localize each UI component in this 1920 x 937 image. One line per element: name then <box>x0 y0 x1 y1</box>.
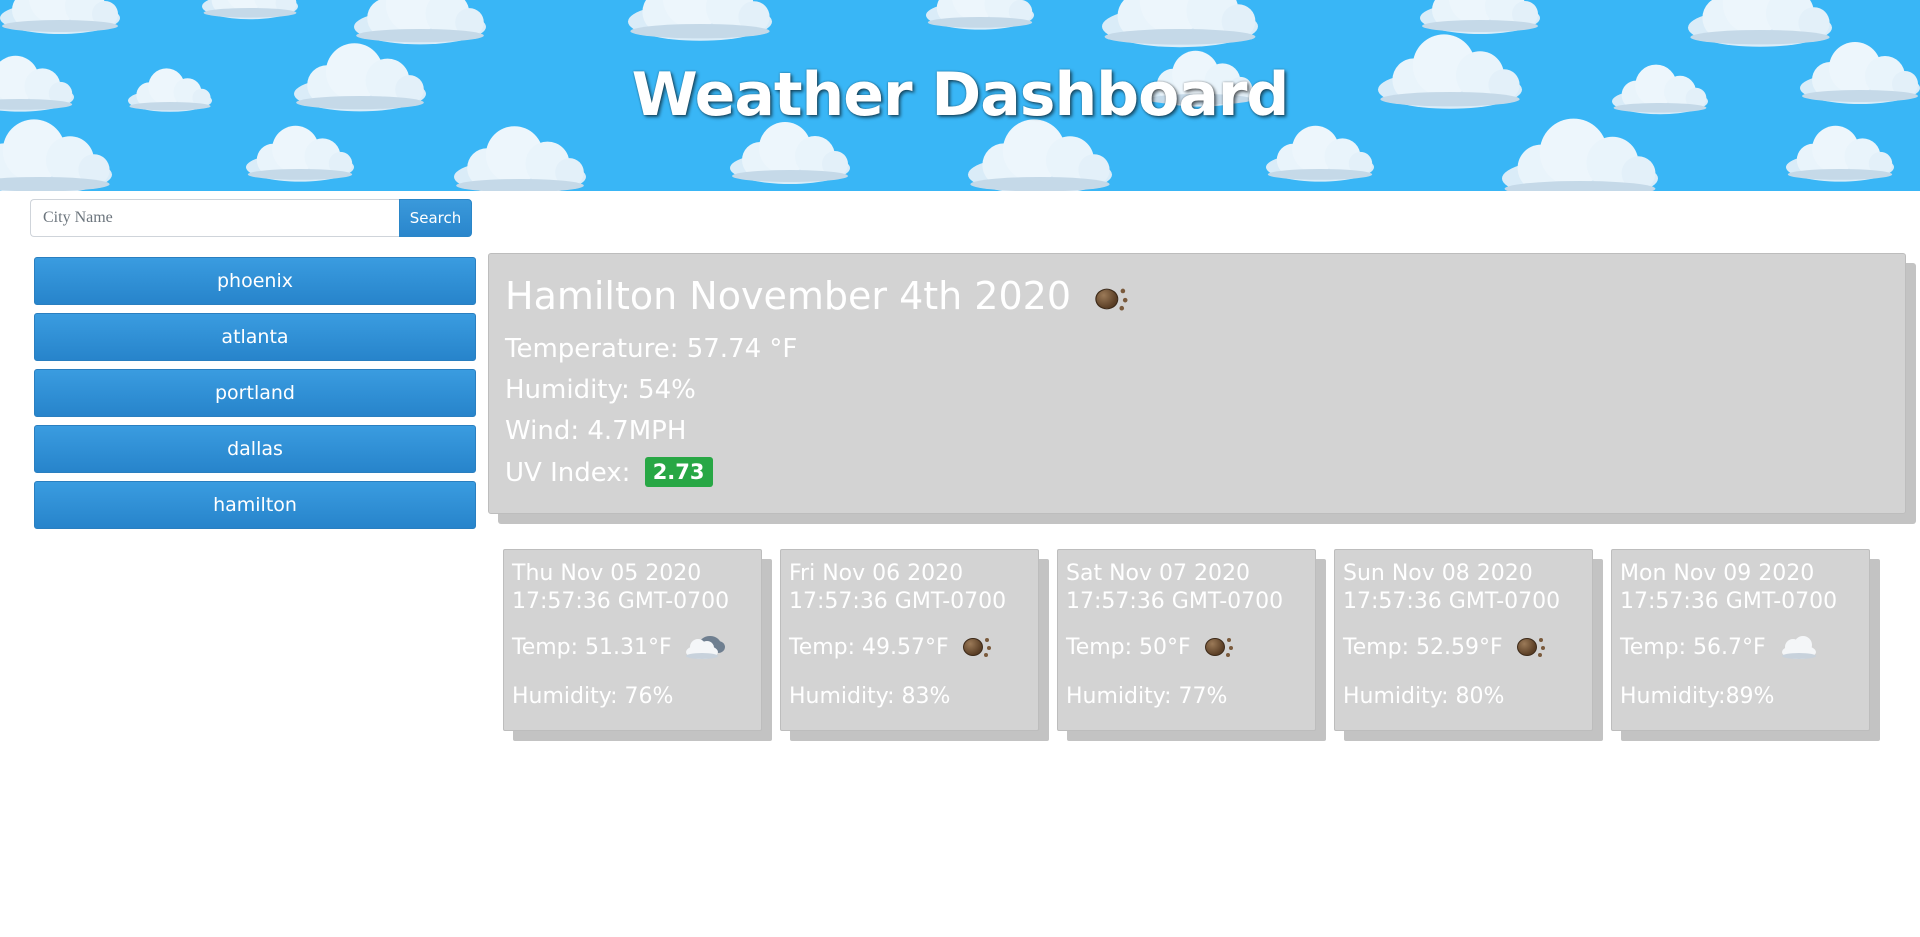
history-city-button[interactable]: dallas <box>34 425 476 473</box>
forecast-date: Sat Nov 07 2020 17:57:36 GMT-0700 <box>1066 561 1284 614</box>
uv-badge: 2.73 <box>644 457 713 487</box>
current-uv-index: UV Index: 2.73 <box>505 457 713 488</box>
search-button[interactable]: Search <box>399 199 472 237</box>
history-city-button[interactable]: atlanta <box>34 313 476 361</box>
current-weather-title: Hamilton November 4th 2020 <box>505 274 1128 318</box>
forecast-date: Thu Nov 05 2020 17:57:36 GMT-0700 <box>512 561 730 614</box>
forecast-temp-row: Temp: 56.7°F <box>1620 632 1861 662</box>
current-humidity: Humidity: 54% <box>505 375 696 405</box>
partly-cloudy-icon <box>685 636 725 659</box>
forecast-date: Sun Nov 08 2020 17:57:36 GMT-0700 <box>1343 561 1561 614</box>
current-temperature: Temperature: 57.74 °F <box>505 334 798 364</box>
forecast-temp: Temp: 52.59°F <box>1343 634 1503 660</box>
forecast-temp: Temp: 49.57°F <box>789 634 949 660</box>
forecast-humidity: Humidity: 83% <box>789 684 951 709</box>
forecast-card: Sun Nov 08 2020 17:57:36 GMT-0700 Temp: … <box>1334 549 1593 731</box>
rain-icon <box>961 634 993 660</box>
forecast-temp: Temp: 50°F <box>1066 634 1191 660</box>
forecast-humidity: Humidity: 80% <box>1343 684 1505 709</box>
search-history-list: phoenix atlanta portland dallas hamilton <box>34 257 476 537</box>
current-wind: Wind: 4.7MPH <box>505 416 687 446</box>
forecast-temp-row: Temp: 52.59°F <box>1343 632 1584 662</box>
forecast-temp-row: Temp: 51.31°F <box>512 632 753 662</box>
forecast-date: Mon Nov 09 2020 17:57:36 GMT-0700 <box>1620 561 1838 614</box>
forecast-card: Thu Nov 05 2020 17:57:36 GMT-0700 Temp: … <box>503 549 762 731</box>
search-bar: Search <box>30 199 472 237</box>
forecast-temp-row: Temp: 49.57°F <box>789 632 1030 662</box>
forecast-card: Mon Nov 09 2020 17:57:36 GMT-0700 Temp: … <box>1611 549 1870 731</box>
current-weather-panel: Hamilton November 4th 2020 Temperature: … <box>488 253 1906 514</box>
forecast-temp: Temp: 56.7°F <box>1620 634 1766 660</box>
rain-icon <box>1515 634 1547 660</box>
page-title: Weather Dashboard <box>631 60 1290 130</box>
history-city-button[interactable]: phoenix <box>34 257 476 305</box>
forecast-row: Thu Nov 05 2020 17:57:36 GMT-0700 Temp: … <box>503 549 1920 749</box>
search-input[interactable] <box>30 199 399 237</box>
rain-icon <box>1203 634 1235 660</box>
header-banner: Weather Dashboard <box>0 0 1920 191</box>
current-city-date: Hamilton November 4th 2020 <box>505 274 1072 318</box>
forecast-date: Fri Nov 06 2020 17:57:36 GMT-0700 <box>789 561 1007 614</box>
history-city-button[interactable]: hamilton <box>34 481 476 529</box>
forecast-card: Fri Nov 06 2020 17:57:36 GMT-0700 Temp: … <box>780 549 1039 731</box>
uv-label: UV Index: <box>505 458 631 488</box>
forecast-temp: Temp: 51.31°F <box>512 634 672 660</box>
forecast-humidity: Humidity:89% <box>1620 684 1775 709</box>
forecast-humidity: Humidity: 77% <box>1066 684 1228 709</box>
rain-icon <box>1093 284 1130 314</box>
history-city-button[interactable]: portland <box>34 369 476 417</box>
forecast-temp-row: Temp: 50°F <box>1066 632 1307 662</box>
forecast-card: Sat Nov 07 2020 17:57:36 GMT-0700 Temp: … <box>1057 549 1316 731</box>
cloud-icon <box>1781 636 1816 659</box>
forecast-humidity: Humidity: 76% <box>512 684 674 709</box>
